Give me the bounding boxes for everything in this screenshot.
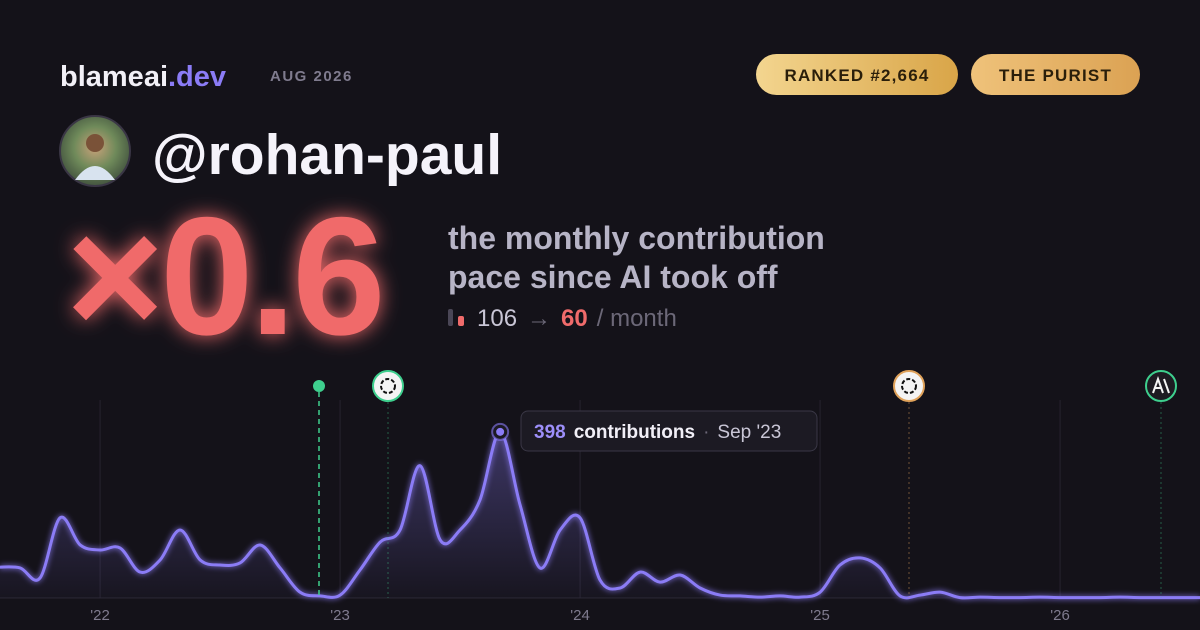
description: the monthly contribution	[448, 220, 825, 256]
line	[0, 430, 1200, 600]
event-dot	[313, 380, 325, 392]
x-tick-label: '25	[810, 607, 830, 624]
pace-arrow: →	[527, 305, 551, 332]
handle: @rohan-paul	[152, 123, 502, 187]
tooltip-value: 398	[534, 422, 566, 443]
badge-text: THE PURIST	[999, 66, 1112, 85]
x-tick-label: '23	[330, 607, 350, 624]
period: AUG 2026	[270, 68, 353, 85]
event-icon-glyph	[1152, 376, 1170, 394]
description: pace since AI took off	[448, 259, 778, 295]
x-tick-label: '24	[570, 607, 590, 624]
badge	[756, 54, 958, 95]
multiplier: ×0.6	[66, 182, 382, 370]
tooltip-text: 398 contributions · Sep '23	[534, 422, 781, 443]
pace-icon	[458, 316, 464, 326]
event-icon-glyph	[380, 378, 396, 394]
event-icon-glyph	[901, 378, 917, 394]
x-tick-label: '26	[1050, 607, 1070, 624]
pace-before: 106	[477, 305, 517, 332]
peak-dot	[496, 427, 505, 436]
pace-after: 60	[561, 305, 588, 332]
tooltip-unit: contributions	[574, 422, 695, 443]
pace-unit: / month	[597, 305, 677, 332]
area	[0, 431, 1200, 598]
event-icon	[893, 370, 925, 402]
tooltip-separator: ·	[703, 422, 709, 443]
brand: blameai.dev	[60, 61, 226, 93]
tooltip-date: Sep '23	[717, 422, 781, 443]
chart: '22 '23 '24 '25 '26	[0, 400, 1200, 624]
x-tick-label: '22	[90, 607, 110, 624]
pace: 106 → 60 / month	[477, 305, 677, 332]
brand-tld: .dev	[168, 61, 226, 93]
badge-text: RANKED #2,664	[784, 66, 929, 85]
badge	[971, 54, 1140, 95]
tooltip	[520, 410, 818, 452]
brand-name: blameai	[60, 61, 168, 93]
avatar-face	[86, 134, 104, 152]
avatar-body	[75, 166, 115, 180]
event-icon	[372, 370, 404, 402]
pace-icon	[448, 309, 453, 326]
